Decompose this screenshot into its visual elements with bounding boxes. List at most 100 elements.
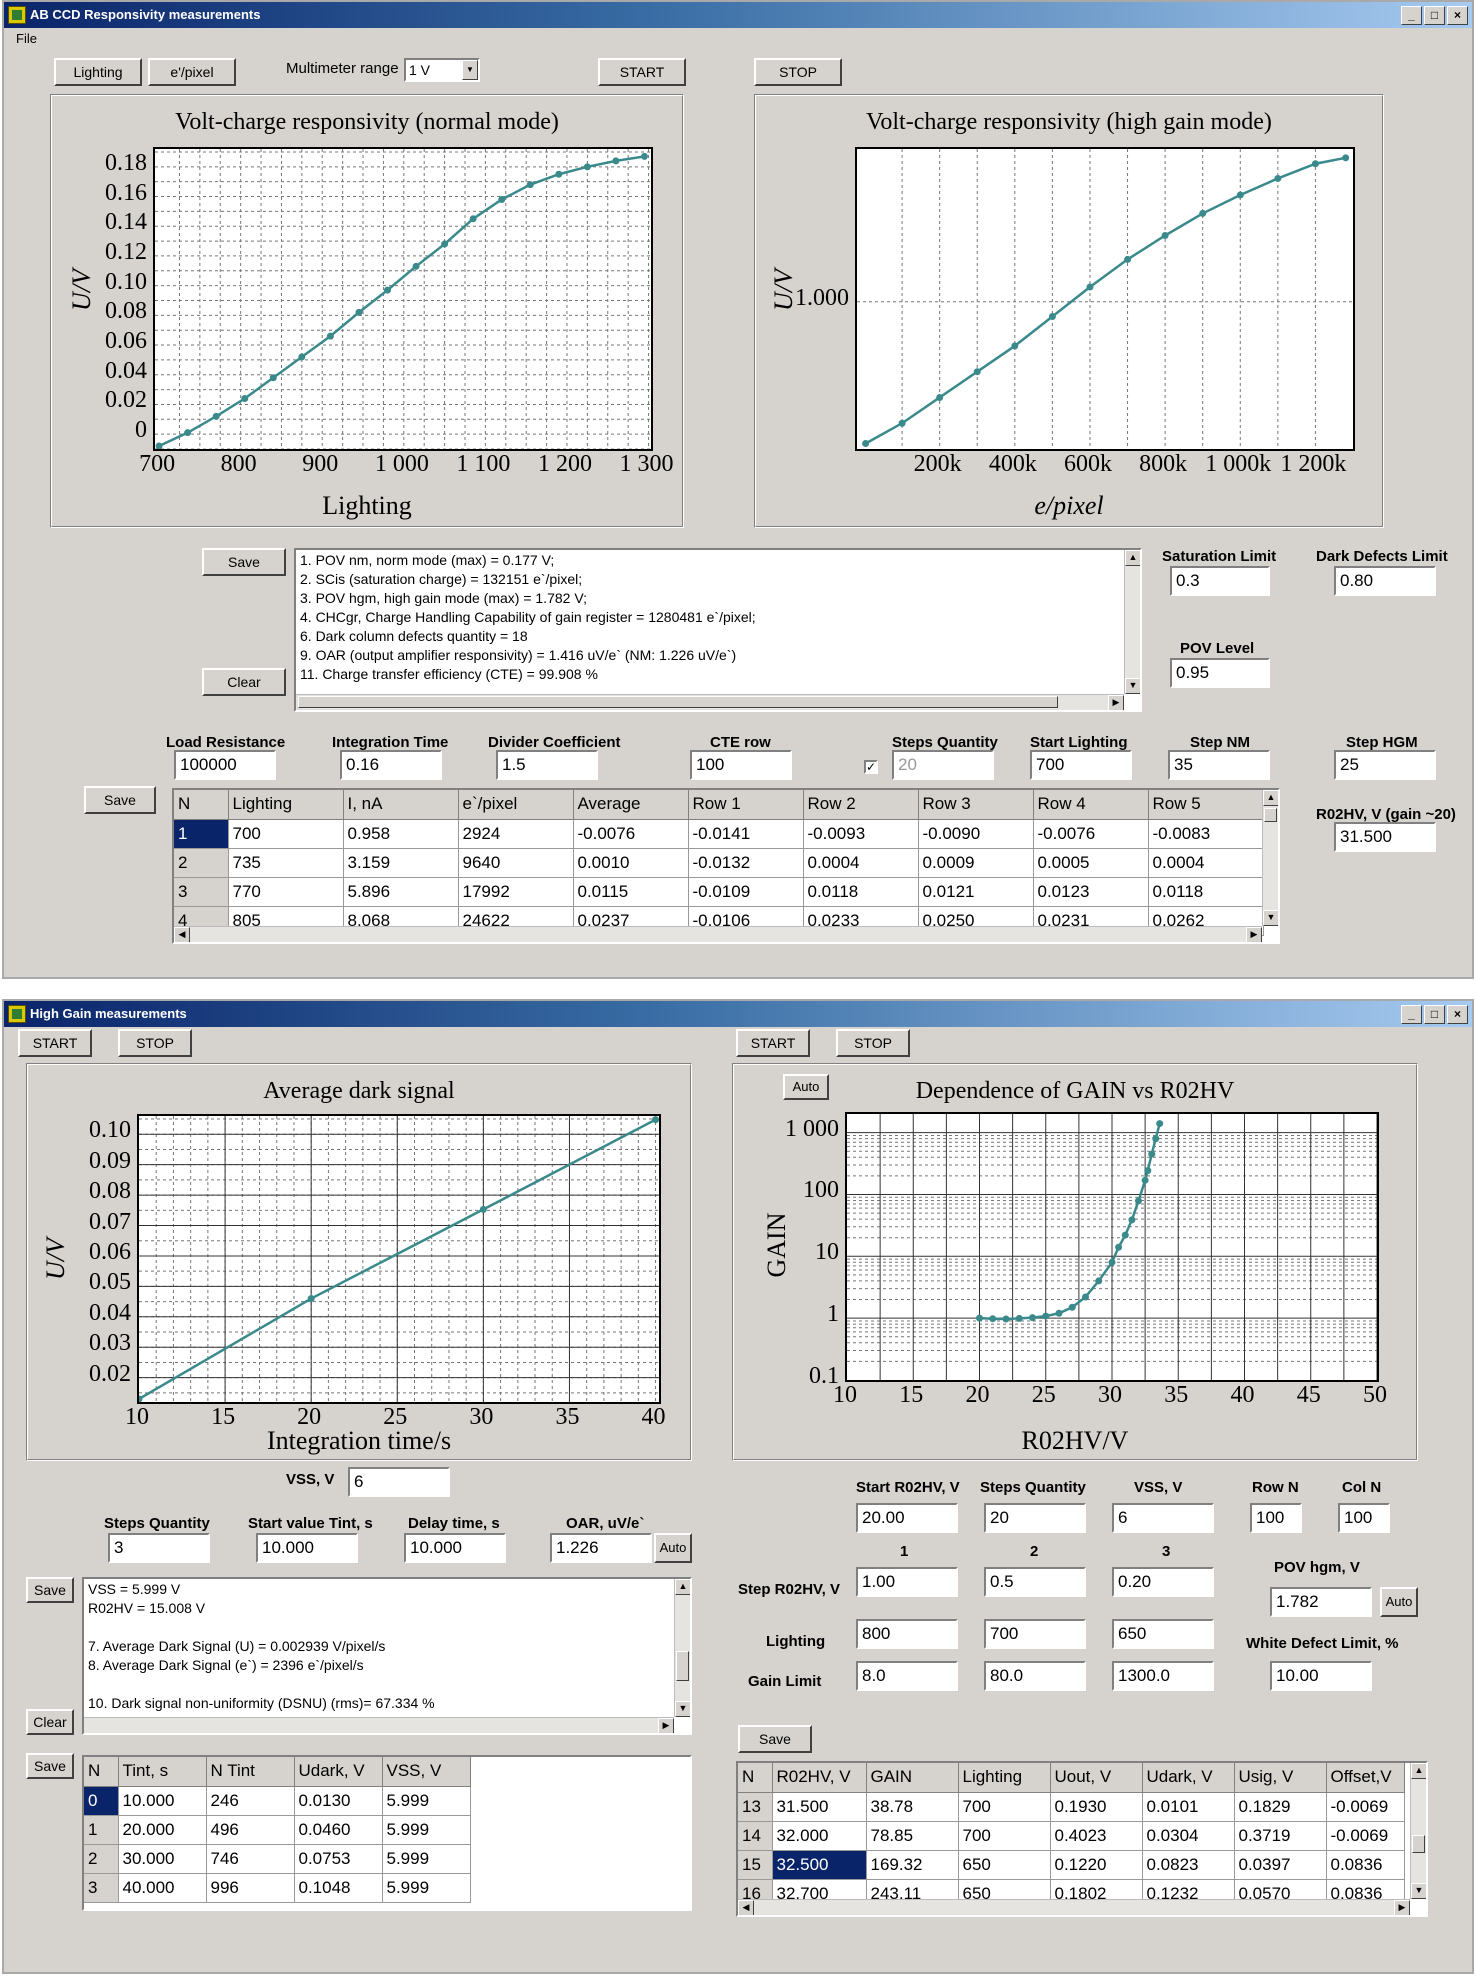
- column-header[interactable]: Usig, V: [1234, 1763, 1327, 1793]
- oar-input[interactable]: 1.226: [550, 1533, 652, 1563]
- table-hscrollbar[interactable]: ◀ ▶: [738, 1899, 1410, 1915]
- scroll-thumb[interactable]: [1412, 1835, 1425, 1853]
- table-cell[interactable]: -0.0090: [918, 819, 1034, 849]
- table-row[interactable]: 2 30.000 746 0.0753 5.999: [84, 1844, 471, 1874]
- table-cell[interactable]: 32.000: [772, 1821, 867, 1851]
- table-cell[interactable]: 0: [84, 1786, 119, 1816]
- table-row[interactable]: 14 32.000 78.85 700 0.4023 0.0304 0.3719 -0.006…: [738, 1821, 1405, 1851]
- steps-quantity-checkbox[interactable]: ✓: [864, 760, 878, 774]
- close-icon[interactable]: ×: [1447, 1005, 1468, 1024]
- stop-button[interactable]: STOP: [754, 58, 842, 86]
- scroll-up-icon[interactable]: ▲: [1125, 550, 1140, 566]
- scroll-left-icon[interactable]: ◀: [738, 1900, 754, 1915]
- table-cell[interactable]: 15: [738, 1850, 773, 1880]
- scroll-down-icon[interactable]: ▼: [675, 1701, 690, 1717]
- column-header[interactable]: R02HV, V: [772, 1763, 867, 1793]
- table-cell[interactable]: 746: [206, 1844, 295, 1874]
- table-cell[interactable]: 0.1829: [1234, 1792, 1327, 1822]
- table-cell[interactable]: 0.0460: [294, 1815, 383, 1845]
- window-title-bar[interactable]: AB CCD Responsivity measurements _ □ ×: [4, 2, 1472, 28]
- dark-signal-memo[interactable]: ▲ ▼ ▶ VSS = 5.999 V R02HV = 15.008 V 7. Av…: [82, 1577, 692, 1735]
- scroll-up-icon[interactable]: ▲: [1411, 1763, 1426, 1779]
- table-cell[interactable]: -0.0076: [573, 819, 689, 849]
- auto-pov-button[interactable]: Auto: [1380, 1587, 1418, 1617]
- column-header[interactable]: N: [174, 790, 229, 820]
- table-cell[interactable]: 0.0118: [1148, 877, 1264, 907]
- memo-scrollbar[interactable]: ▲ ▼: [1124, 550, 1140, 694]
- steps-quantity-input[interactable]: 20: [892, 750, 994, 780]
- table-cell[interactable]: 5.999: [382, 1786, 471, 1816]
- scroll-right-icon[interactable]: ▶: [1246, 927, 1262, 942]
- memo-hscrollbar[interactable]: ▶: [296, 694, 1124, 710]
- table-hscrollbar[interactable]: ◀ ▶: [174, 926, 1262, 942]
- table-cell[interactable]: 0.0101: [1142, 1792, 1235, 1822]
- scroll-up-icon[interactable]: ▲: [675, 1579, 690, 1595]
- step-r02hv-1-input[interactable]: 1.00: [856, 1567, 958, 1597]
- table-cell[interactable]: 169.32: [866, 1850, 959, 1880]
- table-cell[interactable]: -0.0076: [1033, 819, 1149, 849]
- table-cell[interactable]: 10.000: [118, 1786, 207, 1816]
- scroll-up-icon[interactable]: ▲: [1263, 790, 1278, 806]
- table-cell[interactable]: 9640: [458, 848, 574, 878]
- saturation-limit-input[interactable]: 0.3: [1170, 566, 1270, 596]
- save-table-button[interactable]: Save: [84, 786, 156, 814]
- table-row[interactable]: 1 20.000 496 0.0460 5.999: [84, 1815, 471, 1845]
- table-cell[interactable]: 700: [228, 819, 344, 849]
- column-header[interactable]: GAIN: [866, 1763, 959, 1793]
- vss-input[interactable]: 6: [348, 1467, 450, 1497]
- column-header[interactable]: N: [84, 1757, 119, 1787]
- table-row[interactable]: 1 700 0.958 2924 -0.0076 -0.0141 -0.0093 -0.009…: [174, 819, 1264, 849]
- table-cell[interactable]: 0.0397: [1234, 1850, 1327, 1880]
- table-cell[interactable]: -0.0069: [1326, 1821, 1405, 1851]
- minimize-icon[interactable]: _: [1401, 1005, 1422, 1024]
- lighting-1-input[interactable]: 800: [856, 1619, 958, 1649]
- row-n-input[interactable]: 100: [1250, 1503, 1302, 1533]
- table-cell[interactable]: 20.000: [118, 1815, 207, 1845]
- column-header[interactable]: N Tint: [206, 1757, 295, 1787]
- column-header[interactable]: N: [738, 1763, 773, 1793]
- dark-defects-input[interactable]: 0.80: [1334, 566, 1436, 596]
- table-cell[interactable]: 31.500: [772, 1792, 867, 1822]
- table-row[interactable]: 15 32.500 169.32 650 0.1220 0.0823 0.0397 0.083…: [738, 1850, 1405, 1880]
- maximize-icon[interactable]: □: [1424, 6, 1445, 25]
- stop-left-button[interactable]: STOP: [118, 1029, 192, 1057]
- table-cell[interactable]: 38.78: [866, 1792, 959, 1822]
- table-cell[interactable]: 0.0118: [803, 877, 919, 907]
- table-cell[interactable]: 496: [206, 1815, 295, 1845]
- table-cell[interactable]: 700: [958, 1821, 1051, 1851]
- table-cell[interactable]: 0.4023: [1050, 1821, 1143, 1851]
- table-cell[interactable]: 13: [738, 1792, 773, 1822]
- scroll-left-icon[interactable]: ◀: [174, 927, 190, 942]
- table-row[interactable]: 13 31.500 38.78 700 0.1930 0.0101 0.1829 -0.006…: [738, 1792, 1405, 1822]
- table-cell[interactable]: 0.0004: [803, 848, 919, 878]
- scroll-thumb[interactable]: [676, 1651, 689, 1681]
- table-cell[interactable]: 30.000: [118, 1844, 207, 1874]
- column-header[interactable]: Lighting: [958, 1763, 1051, 1793]
- memo-hscrollbar[interactable]: ▶: [84, 1717, 674, 1733]
- gain-limit-2-input[interactable]: 80.0: [984, 1661, 1086, 1691]
- column-header[interactable]: Offset,V: [1326, 1763, 1405, 1793]
- start-button[interactable]: START: [598, 58, 686, 86]
- table-cell[interactable]: 735: [228, 848, 344, 878]
- start-lighting-input[interactable]: 700: [1030, 750, 1132, 780]
- start-r02hv-input[interactable]: 20.00: [856, 1503, 958, 1533]
- table-cell[interactable]: 0.0130: [294, 1786, 383, 1816]
- column-header[interactable]: Row 4: [1033, 790, 1149, 820]
- start-tint-input[interactable]: 10.000: [256, 1533, 358, 1563]
- table-cell[interactable]: 40.000: [118, 1873, 207, 1903]
- table-row[interactable]: 0 10.000 246 0.0130 5.999: [84, 1786, 471, 1816]
- steps-right-input[interactable]: 20: [984, 1503, 1086, 1533]
- step-r02hv-3-input[interactable]: 0.20: [1112, 1567, 1214, 1597]
- table-cell[interactable]: 5.999: [382, 1873, 471, 1903]
- column-header[interactable]: Tint, s: [118, 1757, 207, 1787]
- table-cell[interactable]: 1: [174, 819, 229, 849]
- column-header[interactable]: Lighting: [228, 790, 344, 820]
- table-cell[interactable]: 650: [958, 1850, 1051, 1880]
- multimeter-range-select[interactable]: 1 V ▼: [404, 58, 480, 82]
- table-cell[interactable]: 3.159: [343, 848, 459, 878]
- table-cell[interactable]: -0.0069: [1326, 1792, 1405, 1822]
- save-right-table-button[interactable]: Save: [738, 1725, 812, 1753]
- table-cell[interactable]: 0.0823: [1142, 1850, 1235, 1880]
